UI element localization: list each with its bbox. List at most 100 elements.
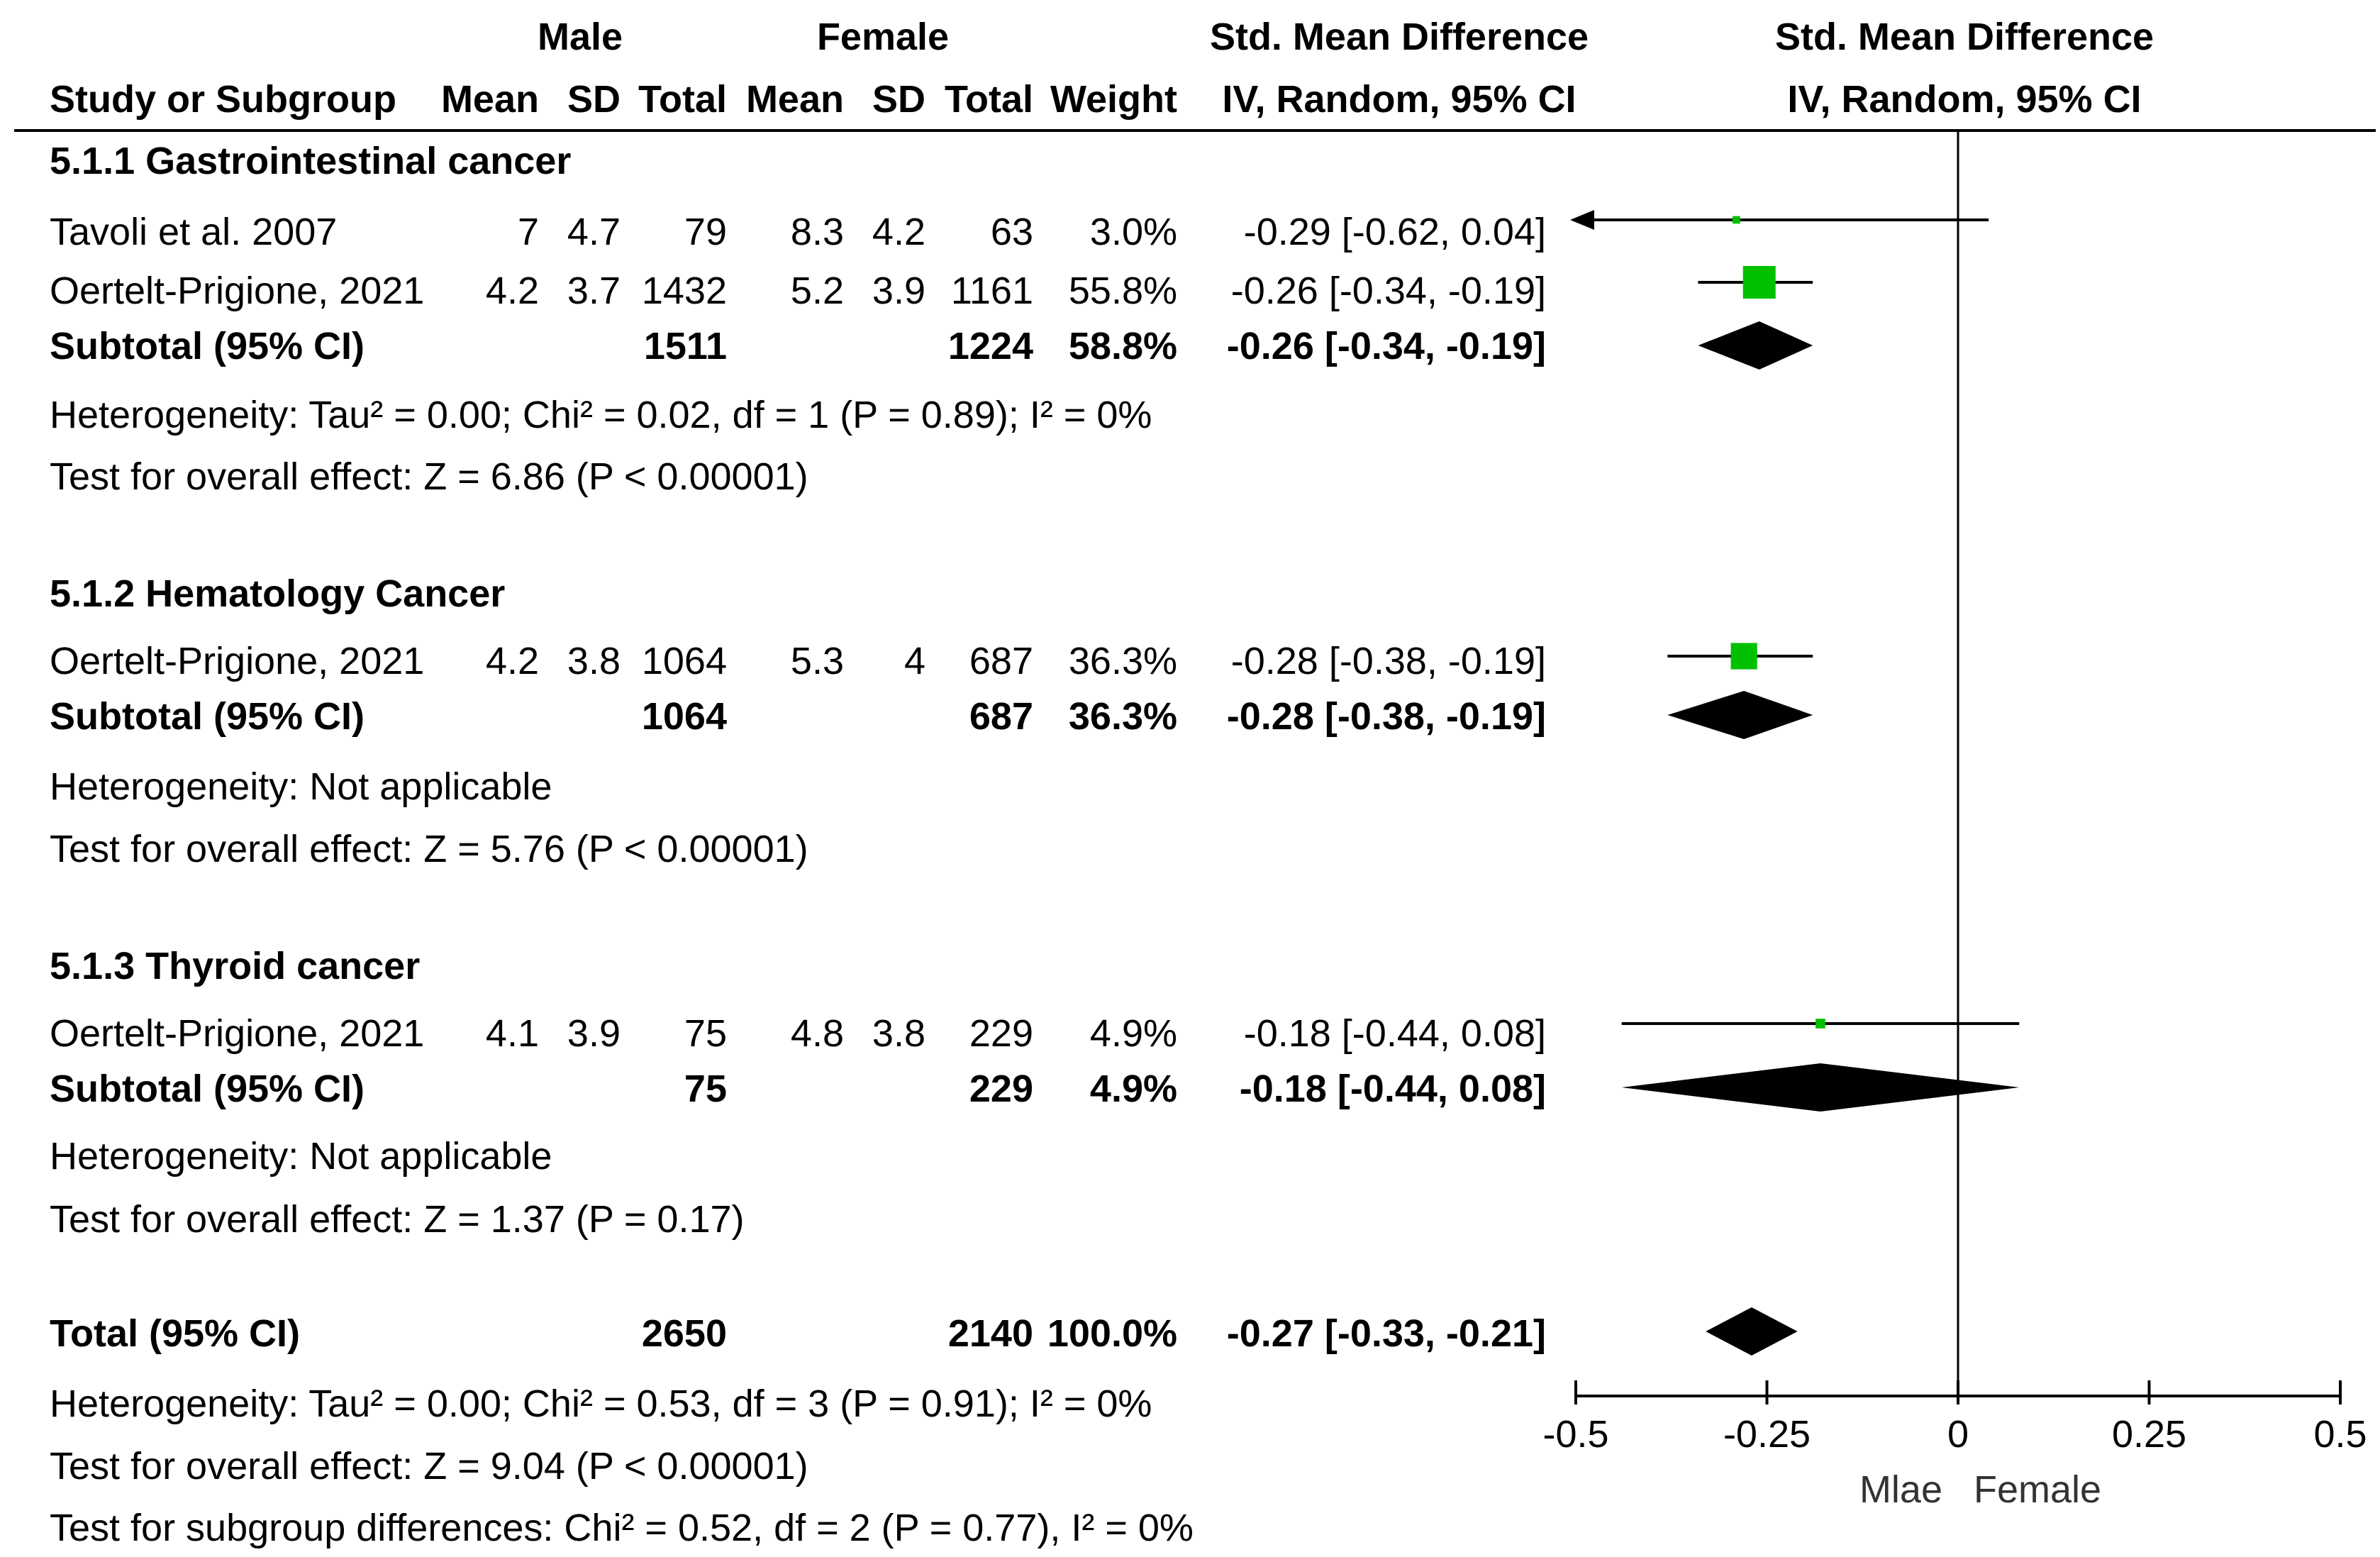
plot-title: Std. Mean Difference [1775,16,2154,58]
effect-ci: -0.18 [-0.44, 0.08] [1244,1012,1546,1055]
x-tick-label: -0.5 [1542,1413,1608,1456]
study-name: Tavoli et al. 2007 [50,211,337,253]
col-female-mean: Mean [746,78,844,121]
male-total: 75 [684,1068,727,1110]
female-sd: 4.2 [872,211,925,253]
male-sd: 3.9 [567,1012,621,1055]
subtotal-diamond [1621,1063,2020,1112]
male-mean: 4.2 [486,270,539,312]
subtotal-label: Subtotal (95% CI) [50,695,365,738]
subtotal-row: Subtotal (95% CI) 75 229 4.9% -0.18 [-0.… [50,1068,1546,1110]
overall-effect-note: Test for overall effect: Z = 5.76 (P < 0… [50,828,808,870]
effect-ci: -0.26 [-0.34, -0.19] [1227,325,1546,367]
overall-diamond [1706,1307,1798,1356]
male-sd: 3.8 [567,640,621,682]
female-group-header: Female [817,16,949,58]
x-axis-ticks [1574,1380,2342,1404]
heterogeneity-note: Heterogeneity: Tau² = 0.00; Chi² = 0.02,… [50,394,1152,436]
subtotal-diamond [1667,691,1813,739]
effect-ci: -0.28 [-0.38, -0.19] [1231,640,1546,682]
col-male-mean: Mean [441,78,539,121]
subtotal-label: Subtotal (95% CI) [50,325,365,367]
plot-area: -0.5 -0.25 0 0.25 0.5 Mlae Female [1542,131,2367,1511]
male-mean: 7 [518,211,539,253]
subgroup-title: 5.1.2 Hematology Cancer [50,572,505,615]
col-female-sd: SD [872,78,925,121]
forest-marks [1570,210,2020,1356]
male-sd: 4.7 [567,211,621,253]
subgroup-title: 5.1.1 Gastrointestinal cancer [50,140,571,182]
col-male-total: Total [638,78,727,121]
favours-male-label: Mlae [1859,1468,1942,1511]
female-total: 229 [969,1068,1033,1110]
female-total: 1224 [948,325,1033,367]
effect-ci: -0.18 [-0.44, 0.08] [1240,1068,1546,1110]
favours-female-label: Female [1974,1468,2101,1511]
female-total: 1161 [951,270,1033,312]
female-total: 687 [969,640,1033,682]
x-tick-label: -0.25 [1723,1413,1811,1456]
weight: 100.0% [1047,1312,1177,1355]
total-row: Total (95% CI) 2650 2140 100.0% -0.27 [-… [50,1312,1546,1355]
subtotal-diamond [1698,321,1813,370]
female-mean: 4.8 [791,1012,844,1055]
weight: 4.9% [1090,1012,1177,1055]
table-row: Oertelt-Prigione, 2021 4.1 3.9 75 4.8 3.… [50,1012,1546,1055]
overall-effect-note: Test for overall effect: Z = 1.37 (P = 0… [50,1198,745,1241]
subgroup-title: 5.1.3 Thyroid cancer [50,945,420,987]
table-row: Oertelt-Prigione, 2021 4.2 3.8 1064 5.3 … [50,640,1546,682]
male-total: 1064 [642,640,727,682]
col-plot: IV, Random, 95% CI [1787,78,2141,121]
weight: 36.3% [1069,695,1177,738]
subtotal-row: Subtotal (95% CI) 1511 1224 58.8% -0.26 … [50,325,1546,367]
male-total: 1511 [644,325,727,367]
weight: 58.8% [1069,325,1177,367]
female-sd: 4 [904,640,925,682]
weight: 36.3% [1069,640,1177,682]
male-total: 1432 [642,270,727,312]
effect-title: Std. Mean Difference [1210,16,1589,58]
male-total: 79 [684,211,727,253]
col-female-total: Total [945,78,1033,121]
total-label: Total (95% CI) [50,1312,300,1355]
female-total: 687 [969,695,1033,738]
effect-ci: -0.28 [-0.38, -0.19] [1227,695,1546,738]
study-marker [1815,1019,1825,1029]
female-mean: 5.2 [791,270,844,312]
total-heterogeneity-note: Heterogeneity: Tau² = 0.00; Chi² = 0.53,… [50,1383,1152,1425]
study-name: Oertelt-Prigione, 2021 [50,1012,424,1055]
female-total: 2140 [948,1312,1033,1355]
female-total: 229 [969,1012,1033,1055]
male-total: 75 [684,1012,727,1055]
weight: 3.0% [1090,211,1177,253]
female-sd: 3.8 [872,1012,925,1055]
table-row: Oertelt-Prigione, 2021 4.2 3.7 1432 5.2 … [50,270,1546,312]
col-study: Study or Subgroup [50,78,396,121]
female-sd: 3.9 [872,270,925,312]
table-row: Tavoli et al. 2007 7 4.7 79 8.3 4.2 63 3… [50,211,1546,253]
study-marker [1733,216,1740,224]
male-mean: 4.2 [486,640,539,682]
subtotal-label: Subtotal (95% CI) [50,1068,365,1110]
col-male-sd: SD [567,78,621,121]
total-overall-effect-note: Test for overall effect: Z = 9.04 (P < 0… [50,1445,808,1487]
study-marker [1730,643,1757,670]
heterogeneity-note: Heterogeneity: Not applicable [50,1135,552,1178]
study-name: Oertelt-Prigione, 2021 [50,270,424,312]
overall-effect-note: Test for overall effect: Z = 6.86 (P < 0… [50,455,808,498]
effect-ci: -0.26 [-0.34, -0.19] [1231,270,1546,312]
male-group-header: Male [538,16,623,58]
weight: 4.9% [1090,1068,1177,1110]
subtotal-row: Subtotal (95% CI) 1064 687 36.3% -0.28 [… [50,695,1546,738]
x-tick-label: 0 [1947,1413,1969,1456]
female-mean: 8.3 [791,211,844,253]
study-marker [1742,266,1776,299]
weight: 55.8% [1069,270,1177,312]
col-effect: IV, Random, 95% CI [1222,78,1576,121]
heterogeneity-note: Heterogeneity: Not applicable [50,765,552,808]
col-weight: Weight [1050,78,1177,121]
ci-arrow [1570,210,1594,230]
male-total: 2650 [642,1312,727,1355]
effect-ci: -0.27 [-0.33, -0.21] [1227,1312,1546,1355]
